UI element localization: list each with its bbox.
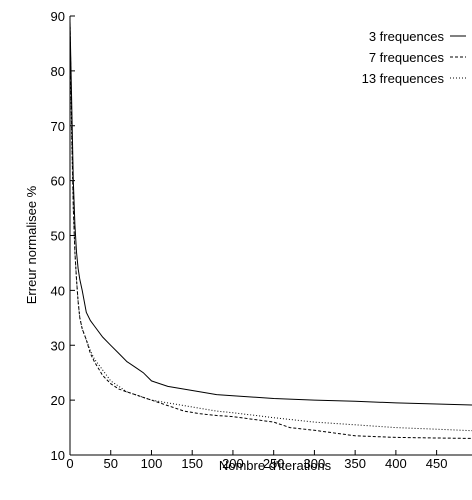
y-tick-label: 20 (51, 393, 65, 408)
series-line-1 (69, 21, 472, 406)
y-axis-title: Erreur normalisee % (24, 185, 39, 304)
y-tick-label: 90 (51, 9, 65, 24)
x-tick-label: 250 (263, 456, 285, 471)
legend: 3 frequences 7 frequences 13 frequences (362, 29, 466, 86)
axis-ticks: 10 20 30 40 50 60 70 80 90 0 50 100 150 200 250 300 350 4… (51, 9, 448, 471)
y-tick-label: 10 (51, 448, 65, 463)
legend-label-2: 7 frequences (369, 50, 445, 65)
x-tick-label: 400 (385, 456, 407, 471)
x-tick-label: 450 (426, 456, 448, 471)
y-tick-label: 60 (51, 174, 65, 189)
y-tick-label: 80 (51, 64, 65, 79)
y-tick-label: 70 (51, 119, 65, 134)
y-tick-label: 30 (51, 338, 65, 353)
x-tick-label: 0 (66, 456, 73, 471)
y-tick-label: 50 (51, 229, 65, 244)
series-lines (69, 21, 472, 439)
x-tick-label: 100 (141, 456, 163, 471)
x-tick-label: 300 (304, 456, 326, 471)
x-tick-label: 200 (222, 456, 244, 471)
y-tick-label: 40 (51, 283, 65, 298)
legend-label-1: 3 frequences (369, 29, 445, 44)
x-tick-label: 150 (181, 456, 203, 471)
x-tick-label: 50 (104, 456, 118, 471)
series-line-3 (69, 21, 472, 432)
legend-label-3: 13 frequences (362, 71, 445, 86)
x-tick-label: 350 (344, 456, 366, 471)
plot-area: 10 20 30 40 50 60 70 80 90 0 50 100 150 200 250 300 350 4… (51, 9, 472, 471)
x-axis-title: Nombre d'iterations (219, 458, 332, 473)
